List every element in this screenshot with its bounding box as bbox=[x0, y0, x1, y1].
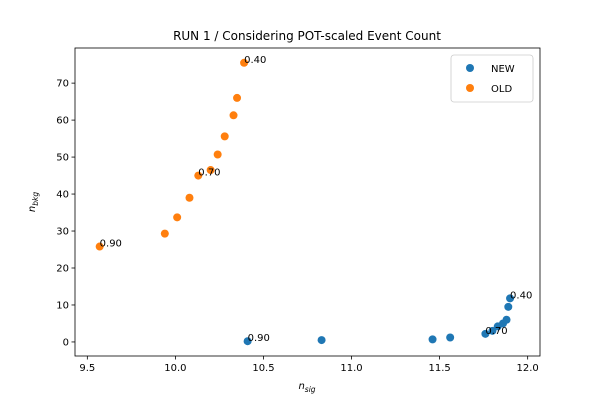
point-annotation: 0.70 bbox=[198, 168, 220, 179]
data-point-new bbox=[504, 302, 513, 311]
data-point-new bbox=[243, 337, 252, 346]
y-tick-label: 0 bbox=[63, 337, 69, 348]
y-tick-label: 40 bbox=[56, 190, 69, 201]
data-point-old bbox=[220, 132, 229, 141]
data-point-new bbox=[481, 329, 490, 338]
point-annotation: 0.90 bbox=[100, 239, 122, 250]
x-tick-label: 9.5 bbox=[79, 363, 95, 374]
data-point-old bbox=[95, 242, 104, 251]
y-tick-label: 70 bbox=[56, 79, 69, 90]
data-point-new bbox=[506, 294, 515, 303]
y-axis-ticks: 0 10 20 30 40 50 60 70 bbox=[56, 79, 75, 348]
data-point-old bbox=[173, 213, 182, 222]
x-axis-label-subscript: sig bbox=[305, 385, 316, 394]
point-annotation: 0.70 bbox=[485, 326, 507, 337]
y-tick-label: 60 bbox=[56, 116, 69, 127]
point-annotations: 0.90 0.70 0.40 0.90 0.70 0.40 bbox=[100, 55, 533, 344]
x-tick-label: 12.0 bbox=[517, 363, 539, 374]
data-point-old bbox=[213, 150, 222, 159]
y-tick-label: 20 bbox=[56, 264, 69, 275]
chart-title: RUN 1 / Considering POT-scaled Event Cou… bbox=[173, 29, 441, 43]
legend-marker-new bbox=[466, 64, 474, 72]
plot-area-frame bbox=[74, 47, 541, 357]
data-point-old bbox=[233, 93, 242, 102]
data-point-new bbox=[502, 315, 511, 324]
x-tick-label: 10.5 bbox=[252, 363, 274, 374]
data-point-new bbox=[428, 335, 437, 344]
data-point-new bbox=[446, 333, 455, 342]
y-axis-label-subscript: bkg bbox=[31, 192, 40, 206]
y-tick-label: 50 bbox=[56, 153, 69, 164]
x-tick-label: 11.0 bbox=[340, 363, 362, 374]
x-tick-label: 10.0 bbox=[164, 363, 186, 374]
x-axis-label-base: n bbox=[298, 381, 304, 392]
legend-label-old: OLD bbox=[491, 84, 512, 95]
data-point-old bbox=[160, 229, 169, 238]
point-annotation: 0.40 bbox=[510, 290, 532, 301]
data-point-old bbox=[240, 58, 249, 67]
data-point-old bbox=[194, 171, 203, 180]
y-axis-label-base: n bbox=[27, 206, 38, 212]
data-points bbox=[95, 58, 515, 346]
data-point-old bbox=[206, 166, 215, 175]
data-point-new bbox=[317, 336, 326, 345]
legend: NEW OLD bbox=[450, 54, 534, 103]
legend-marker-old bbox=[466, 84, 474, 92]
legend-label-new: NEW bbox=[491, 64, 515, 75]
x-axis-ticks: 9.5 10.0 10.5 11.0 11.5 12.0 bbox=[79, 356, 539, 374]
point-annotation: 0.90 bbox=[248, 333, 270, 344]
x-axis-label: nsig bbox=[298, 381, 315, 394]
data-point-new bbox=[488, 326, 497, 335]
data-point-old bbox=[229, 111, 238, 120]
y-tick-label: 30 bbox=[56, 227, 69, 238]
point-annotation: 0.40 bbox=[244, 55, 266, 66]
y-axis-label: nbkg bbox=[27, 192, 40, 212]
data-point-old bbox=[185, 193, 194, 202]
x-tick-label: 11.5 bbox=[428, 363, 450, 374]
y-tick-label: 10 bbox=[56, 300, 69, 311]
